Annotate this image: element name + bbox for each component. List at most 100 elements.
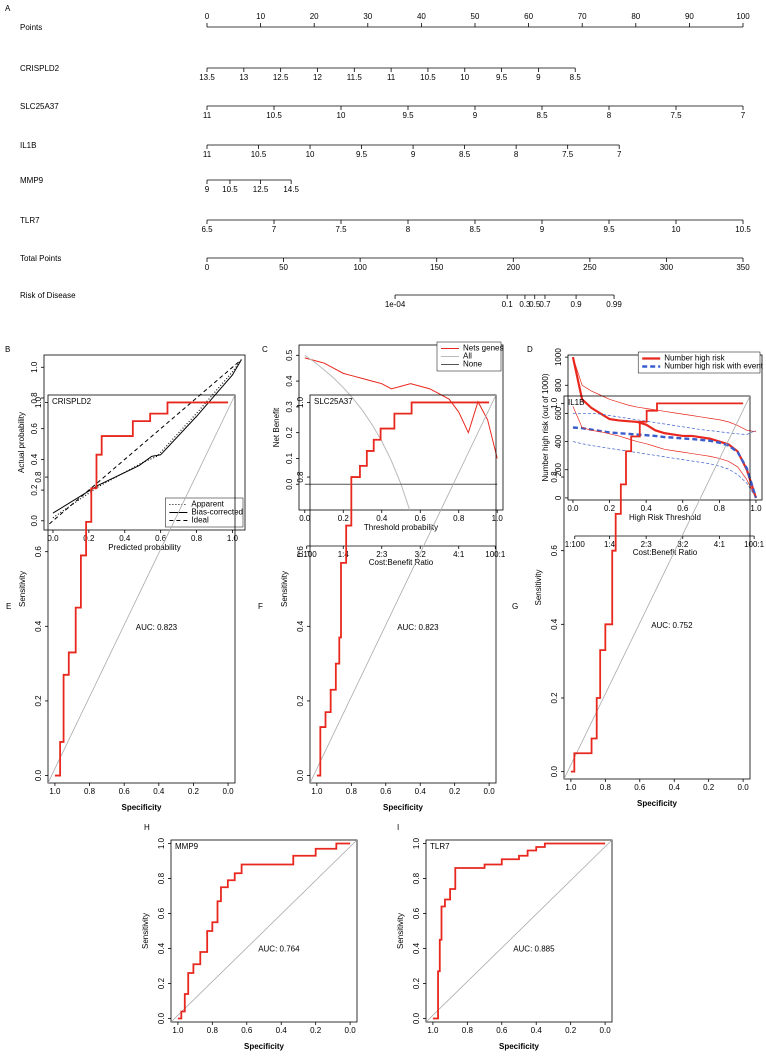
y-tick-label: 0.5 [285, 349, 294, 361]
y-tick-label: 0.0 [34, 769, 43, 781]
scale-tick-label: 11 [203, 111, 212, 120]
y-tick-label: 0.6 [296, 546, 305, 558]
cost-benefit-tick-label: 2:3 [641, 540, 653, 549]
scale-tick-label: 7.5 [335, 225, 347, 234]
cost-benefit-tick-label: 100:1 [744, 540, 765, 549]
plot-frame [563, 395, 751, 780]
x-axis-label: Specificity [637, 799, 678, 808]
reference-diagonal [171, 840, 357, 1022]
y-tick-label: 0.6 [550, 545, 559, 557]
y-tick-label: 0.8 [296, 471, 305, 483]
panel-letter: A [5, 4, 11, 13]
x-axis-label: Specificity [383, 803, 424, 812]
cost-benefit-tick-label: 4:1 [453, 550, 465, 559]
scale-tick-label: 70 [578, 12, 587, 21]
series-line [52, 359, 242, 519]
x-tick-label: 0.6 [415, 514, 427, 523]
scale-tick-label: 12.5 [253, 185, 269, 194]
y-tick-label: 0.2 [157, 977, 166, 989]
x-tick-label: 0.4 [376, 514, 388, 523]
x-tick-label: 0.0 [600, 1026, 612, 1035]
scale-tick-label: 0.3 [519, 300, 531, 309]
y-tick-label: 0.4 [157, 942, 166, 954]
x-tick-label: 1.0 [750, 504, 762, 513]
y-tick-label: 0.6 [157, 907, 166, 919]
x-tick-label: 0.0 [223, 787, 235, 796]
x-tick-label: 0.8 [714, 504, 726, 513]
y-tick-label: 1.0 [296, 396, 305, 408]
y-tick-label: 600 [554, 406, 563, 420]
auc-label: AUC: 0.823 [397, 623, 439, 632]
x-tick-label: 0.4 [276, 1026, 288, 1035]
plot-frame [170, 839, 358, 1023]
cost-benefit-tick-label: 1:100 [297, 550, 318, 559]
x-tick-label: 0.4 [531, 1026, 543, 1035]
series-line [177, 842, 351, 1020]
x-axis-label: Threshold probability [364, 523, 438, 532]
scale-tick-label: 11.5 [347, 73, 363, 82]
scale-tick-label: 12.5 [273, 73, 289, 82]
scale-tick-label: 50 [279, 263, 288, 272]
y-axis-label: Number high risk (out of 1000) [541, 373, 550, 481]
scale-tick-label: 8 [406, 225, 411, 234]
panel-letter: C [262, 345, 268, 354]
reference-diagonal [310, 395, 496, 783]
x-tick-label: 0.2 [565, 1026, 577, 1035]
y-tick-label: 400 [554, 434, 563, 448]
x-tick-label: 0.2 [83, 534, 95, 543]
y-tick-label: 200 [554, 463, 563, 477]
scale-tick-label: 9 [473, 111, 478, 120]
plot-frame [43, 354, 246, 531]
y-tick-label: 0.4 [296, 620, 305, 632]
cost-benefit-label: Cost:Benefit Ratio [369, 558, 434, 567]
y-axis-label: Sensitivity [534, 569, 543, 605]
row-label: Risk of Disease [20, 291, 76, 300]
x-tick-label: 1.0 [492, 514, 504, 523]
legend-label: Number high risk with event [664, 362, 763, 371]
scale-tick-label: 11 [387, 73, 396, 82]
row-label: Total Points [20, 254, 61, 263]
y-tick-label: 1.0 [34, 396, 43, 408]
scale-tick-label: 7 [617, 150, 622, 159]
cost-benefit-tick-label: 100:1 [485, 550, 506, 559]
scale-tick-label: 60 [524, 12, 533, 21]
x-tick-label: 0.2 [604, 504, 616, 513]
row-label: IL1B [20, 141, 36, 150]
panel-letter: D [527, 345, 533, 354]
y-axis-label: Sensitivity [396, 913, 405, 949]
scale-tick-label: 10 [337, 111, 346, 120]
scale-tick-label: 10.5 [222, 185, 238, 194]
x-tick-label: 0.0 [345, 1026, 357, 1035]
y-tick-label: 0.6 [30, 423, 39, 435]
x-tick-label: 0.2 [703, 783, 715, 792]
y-tick-label: 0.0 [412, 1012, 421, 1024]
auc-label: AUC: 0.823 [136, 623, 178, 632]
y-tick-label: 0.2 [550, 692, 559, 704]
scale-tick-label: 8.5 [469, 225, 481, 234]
y-tick-label: 0.2 [412, 977, 421, 989]
series-line [572, 357, 757, 433]
row-label: Points [20, 23, 42, 32]
scale-tick-label: 0.9 [571, 300, 583, 309]
y-tick-label: 0.2 [30, 484, 39, 496]
x-tick-label: 0.2 [310, 1026, 322, 1035]
x-tick-label: 0.4 [153, 787, 165, 796]
x-tick-label: 0.2 [338, 514, 350, 523]
scale-tick-label: 20 [310, 12, 319, 21]
reference-diagonal [48, 395, 235, 783]
scale-tick-label: 90 [685, 12, 694, 21]
y-tick-label: 0.0 [550, 766, 559, 778]
series-line [572, 406, 757, 499]
cost-benefit-tick-label: 1:4 [604, 540, 616, 549]
series-line [432, 842, 606, 1020]
scale-tick-label: 200 [507, 263, 521, 272]
x-axis-label: Specificity [121, 803, 162, 812]
plot-frame [298, 344, 504, 511]
series-line [572, 426, 758, 499]
scale-tick-label: 9 [205, 185, 210, 194]
y-tick-label: 0.0 [285, 478, 294, 490]
x-tick-label: 0.2 [449, 787, 461, 796]
scale-tick-label: 9.5 [603, 225, 615, 234]
scale-tick-label: 300 [660, 263, 674, 272]
